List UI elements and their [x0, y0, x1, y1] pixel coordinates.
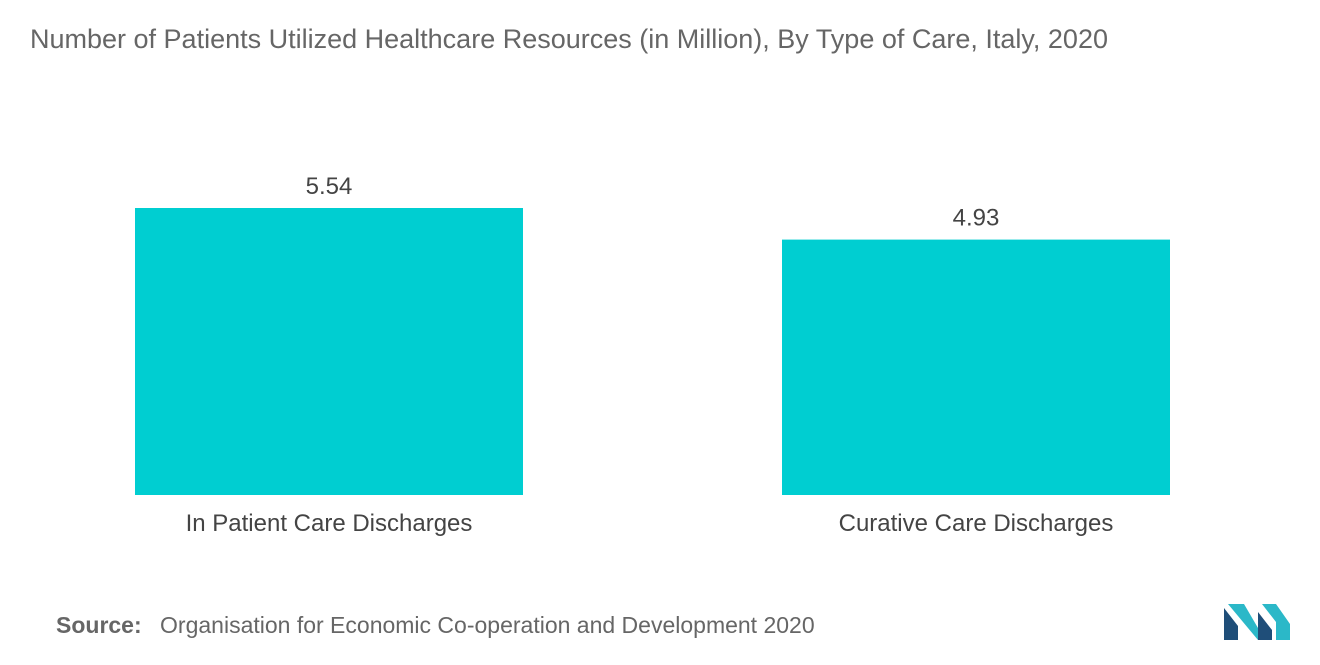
bar-1 [135, 208, 523, 495]
bar-chart: 5.54 In Patient Care Discharges 4.93 Curati… [135, 173, 1170, 537]
source-text: Organisation for Economic Co-operation a… [160, 612, 815, 638]
mordor-intelligence-logo-icon [1224, 604, 1290, 640]
source-note: Source: Organisation for Economic Co-ope… [56, 612, 815, 639]
category-label-2: Curative Care Discharges [839, 510, 1114, 537]
chart-title: Number of Patients Utilized Healthcare R… [30, 24, 1108, 54]
data-label-1: 5.54 [306, 173, 353, 200]
category-label-1: In Patient Care Discharges [186, 510, 473, 537]
bar-2 [782, 239, 1170, 495]
data-label-2: 4.93 [953, 205, 1000, 232]
source-label: Source: [56, 612, 142, 638]
